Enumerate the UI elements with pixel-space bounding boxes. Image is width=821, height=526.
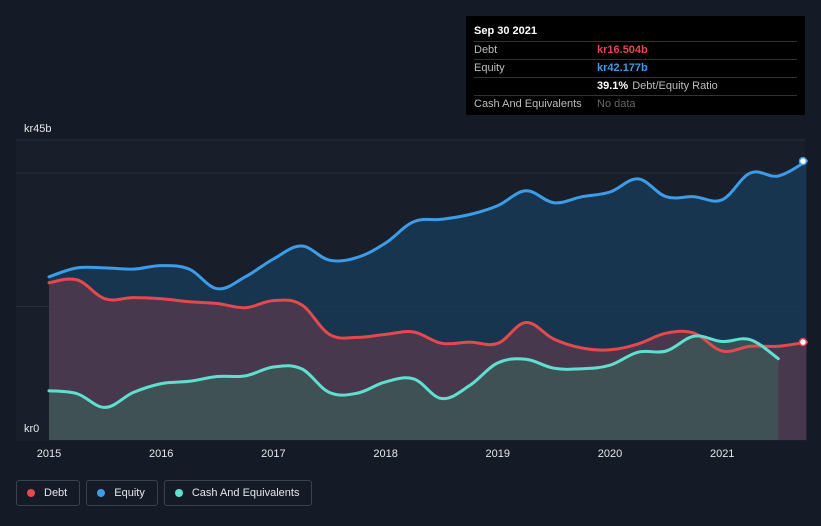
tooltip-debt-label: Debt <box>474 44 498 56</box>
tooltip-row-cash: Cash And Equivalents No data <box>474 95 797 113</box>
cash-and-equivalents-line <box>47 334 780 409</box>
x-tick-label: 2015 <box>37 448 61 460</box>
tooltip-cash-label: Cash And Equivalents <box>474 98 582 110</box>
x-tick-label: 2021 <box>710 448 734 460</box>
debt-line <box>47 277 808 353</box>
x-tick-label: 2017 <box>261 448 285 460</box>
x-tick-label: 2019 <box>486 448 510 460</box>
legend-dot-equity <box>97 489 106 497</box>
legend-item-debt[interactable]: Debt <box>16 480 81 506</box>
legend-label-equity: Equity <box>114 487 145 499</box>
equity-end-marker <box>798 156 808 166</box>
x-tick-label: 2018 <box>373 448 397 460</box>
tooltip-row-equity: Equity kr42.177b <box>474 59 797 77</box>
x-tick-label: 2020 <box>598 448 622 460</box>
cash-and-equivalents-area <box>49 335 779 440</box>
equity-line <box>47 159 808 291</box>
tooltip-cash-value: No data <box>597 98 636 110</box>
legend-label-debt: Debt <box>44 487 68 499</box>
tooltip-ratio-label: Debt/Equity Ratio <box>632 80 718 92</box>
legend-item-equity[interactable]: Equity <box>86 480 158 506</box>
debt-end-marker <box>798 337 808 347</box>
legend-item-cash[interactable]: Cash And Equivalents <box>163 480 313 506</box>
legend-dot-debt <box>27 489 35 497</box>
tooltip-date: Sep 30 2021 <box>474 25 537 37</box>
y-tick-label-top: kr45b <box>24 123 52 135</box>
legend-label-cash: Cash And Equivalents <box>191 487 300 499</box>
legend-dot-cash <box>174 489 183 497</box>
tooltip-row-ratio: 39.1% Debt/Equity Ratio <box>474 77 797 95</box>
data-tooltip: Sep 30 2021 Debt kr16.504b Equity kr42.1… <box>466 16 805 115</box>
tooltip-ratio-value: 39.1% <box>597 80 629 92</box>
tooltip-equity-value: kr42.177b <box>597 62 648 74</box>
tooltip-ratio-spacer <box>474 78 597 95</box>
tooltip-debt-value: kr16.504b <box>597 44 648 56</box>
tooltip-equity-label: Equity <box>474 62 505 74</box>
x-tick-label: 2016 <box>149 448 173 460</box>
chart-legend: Debt Equity Cash And Equivalents <box>16 480 313 506</box>
tooltip-row-debt: Debt kr16.504b <box>474 41 797 59</box>
y-tick-label-zero: kr0 <box>24 423 39 435</box>
